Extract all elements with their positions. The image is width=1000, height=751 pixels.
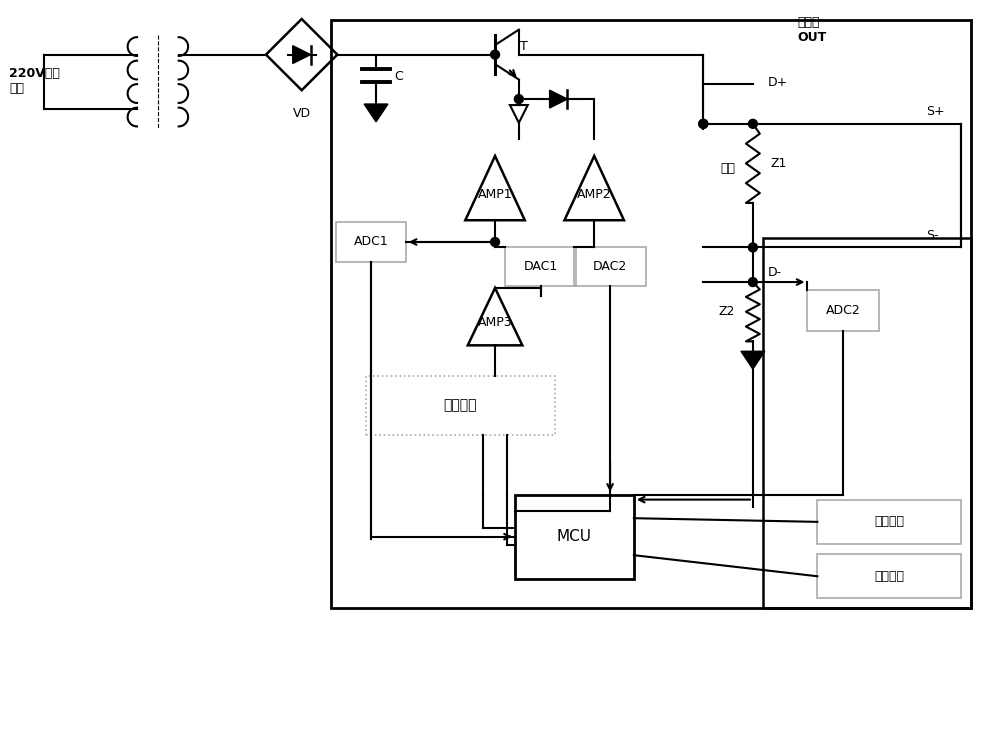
Polygon shape bbox=[293, 46, 311, 64]
Polygon shape bbox=[364, 104, 388, 122]
Text: AMP3: AMP3 bbox=[478, 316, 512, 329]
Circle shape bbox=[491, 50, 500, 59]
Circle shape bbox=[748, 278, 757, 286]
Text: AMP2: AMP2 bbox=[577, 188, 612, 201]
Text: ADC1: ADC1 bbox=[354, 236, 388, 249]
Text: VD: VD bbox=[293, 107, 311, 120]
Circle shape bbox=[699, 119, 708, 128]
Text: ADC2: ADC2 bbox=[826, 304, 860, 317]
Text: 显示模块: 显示模块 bbox=[874, 570, 904, 583]
Text: DAC2: DAC2 bbox=[593, 260, 627, 273]
Text: S-: S- bbox=[926, 229, 939, 242]
Bar bbox=[817, 499, 961, 544]
Text: 220V交流
输入: 220V交流 输入 bbox=[9, 68, 60, 95]
Text: 电阻网络: 电阻网络 bbox=[444, 399, 477, 412]
Polygon shape bbox=[550, 90, 567, 108]
Bar bbox=[366, 376, 555, 436]
Polygon shape bbox=[741, 351, 765, 369]
Bar bbox=[331, 20, 971, 608]
Text: 通讯模块: 通讯模块 bbox=[874, 515, 904, 529]
Circle shape bbox=[748, 243, 757, 252]
Bar bbox=[505, 247, 576, 286]
Bar bbox=[574, 247, 646, 286]
Bar bbox=[817, 554, 961, 599]
Text: 负载: 负载 bbox=[721, 161, 736, 175]
Bar bbox=[515, 495, 634, 579]
Text: S+: S+ bbox=[926, 105, 945, 119]
Text: D-: D- bbox=[768, 266, 782, 279]
Text: DAC1: DAC1 bbox=[524, 260, 558, 273]
Bar bbox=[763, 237, 971, 608]
Text: C: C bbox=[394, 70, 403, 83]
Circle shape bbox=[514, 95, 523, 104]
Text: Z2: Z2 bbox=[719, 305, 735, 318]
Text: AMP1: AMP1 bbox=[478, 188, 512, 201]
Circle shape bbox=[699, 119, 708, 128]
Circle shape bbox=[491, 237, 500, 246]
Bar bbox=[807, 290, 879, 331]
Text: D+: D+ bbox=[768, 76, 788, 89]
Text: MCU: MCU bbox=[557, 529, 592, 544]
Text: Z1: Z1 bbox=[771, 157, 787, 170]
Text: T: T bbox=[520, 40, 528, 53]
Text: 输出端
OUT: 输出端 OUT bbox=[798, 16, 827, 44]
Bar bbox=[336, 222, 406, 262]
Circle shape bbox=[748, 119, 757, 128]
